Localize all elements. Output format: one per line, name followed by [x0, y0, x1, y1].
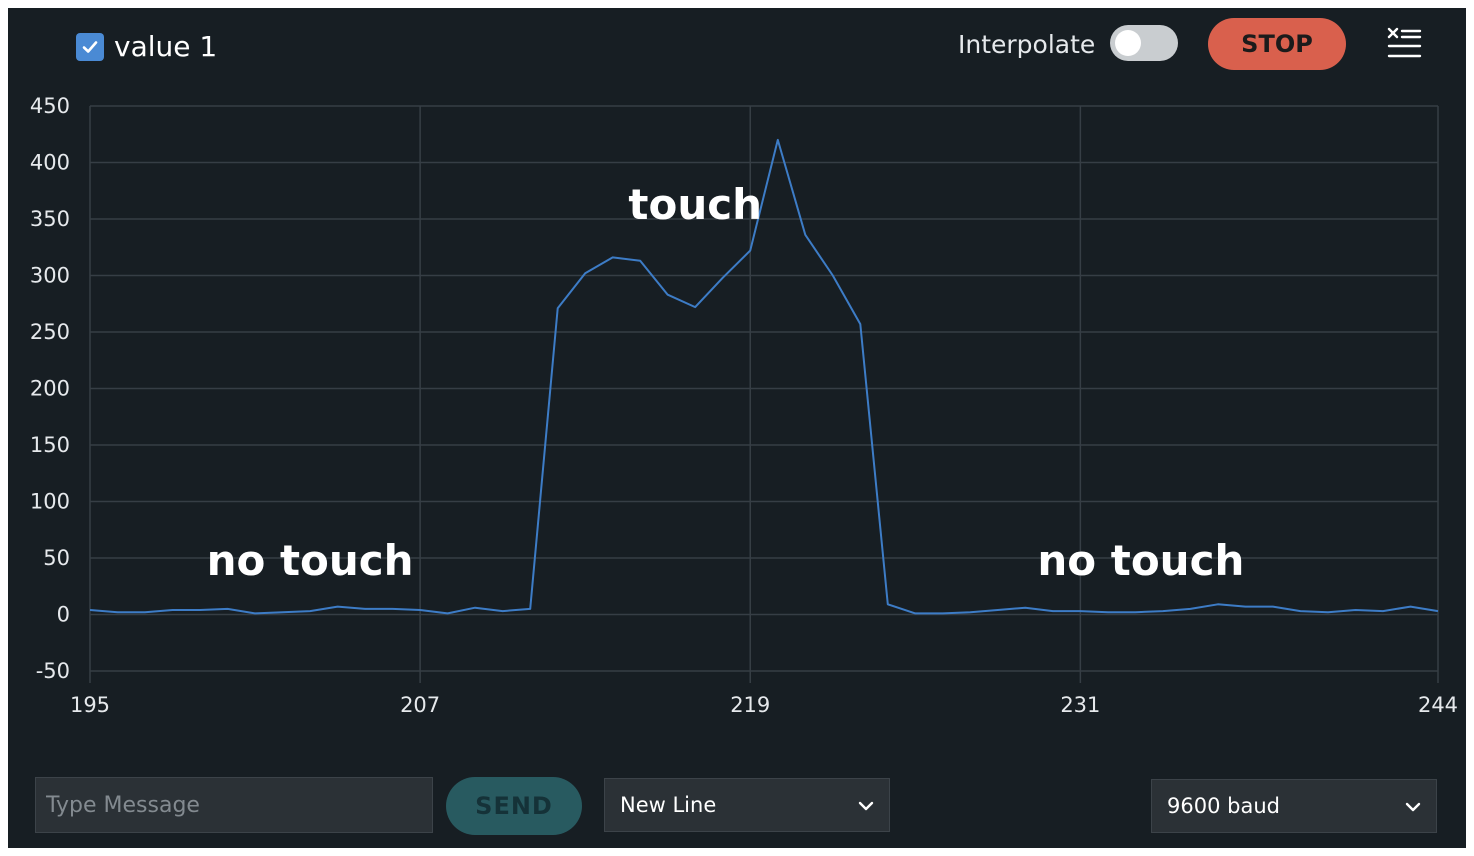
legend-item-value-1[interactable]: value 1: [76, 30, 217, 63]
y-tick-label: 300: [30, 264, 70, 288]
toggle-knob: [1115, 30, 1141, 56]
y-tick-label: 200: [30, 377, 70, 401]
annotation-layer: touch no touch no touch: [207, 180, 1245, 585]
x-tick-label: 219: [730, 693, 770, 717]
y-tick-label: 450: [30, 94, 70, 118]
legend-checkbox[interactable]: [76, 32, 104, 61]
series-line-value-1: [89, 138, 1439, 615]
send-button[interactable]: SEND: [446, 777, 582, 835]
y-axis-ticks: 450 400 350 300 250 200 150 100 50 0 -50: [30, 94, 70, 683]
clear-list-icon: [1387, 27, 1422, 58]
message-input[interactable]: [35, 777, 433, 833]
x-tick-label: 244: [1418, 693, 1458, 717]
interpolate-toggle[interactable]: [1110, 25, 1178, 61]
line-ending-select[interactable]: New Line: [604, 778, 890, 832]
y-tick-label: 350: [30, 207, 70, 231]
chevron-down-icon: [858, 801, 874, 811]
serial-plotter-window: 450 400 350 300 250 200 150 100 50 0 -50 195 207 219…: [8, 8, 1466, 848]
stop-button[interactable]: STOP: [1208, 18, 1346, 70]
baud-rate-value: 9600 baud: [1167, 794, 1280, 818]
plot-area: 450 400 350 300 250 200 150 100 50 0 -50 195 207 219…: [30, 94, 1458, 717]
interpolate-label: Interpolate: [958, 30, 1096, 59]
y-tick-label: 400: [30, 151, 70, 175]
line-ending-value: New Line: [620, 793, 717, 817]
series-layer: [89, 138, 1439, 615]
checkmark-icon: [82, 40, 98, 53]
x-tick-label: 231: [1060, 693, 1100, 717]
x-tick-label: 207: [400, 693, 440, 717]
y-tick-label: 250: [30, 320, 70, 344]
baud-rate-select[interactable]: 9600 baud: [1151, 779, 1437, 833]
y-tick-label: 50: [43, 546, 70, 570]
clear-plot-button[interactable]: [1386, 26, 1426, 62]
legend-label: value 1: [114, 30, 218, 63]
annotation-label: touch: [628, 180, 762, 229]
annotation-label: no touch: [1037, 536, 1244, 585]
x-axis-ticks: 195 207 219 231 244: [70, 693, 1458, 717]
x-tick-label: 195: [70, 693, 110, 717]
y-tick-label: 100: [30, 490, 70, 514]
y-tick-label: 150: [30, 433, 70, 457]
chevron-down-icon: [1405, 802, 1421, 812]
y-tick-label: -50: [36, 659, 70, 683]
annotation-label: no touch: [207, 536, 414, 585]
grid-lines: [89, 105, 1439, 683]
y-tick-label: 0: [57, 603, 70, 627]
